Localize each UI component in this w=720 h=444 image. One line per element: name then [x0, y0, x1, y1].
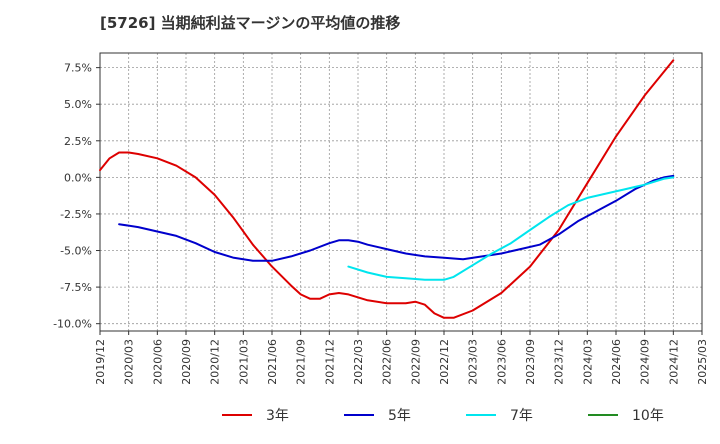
x-tick-label: 2022/12: [438, 339, 451, 385]
y-tick-label: 5.0%: [64, 98, 92, 111]
y-tick-label: -7.5%: [60, 281, 92, 294]
x-tick-label: 2024/12: [667, 339, 680, 385]
x-tick-label: 2022/09: [409, 339, 422, 385]
y-tick-label: -2.5%: [60, 208, 92, 221]
x-tick-label: 2024/06: [610, 339, 623, 385]
x-tick-label: 2023/09: [524, 339, 537, 385]
x-tick-label: 2019/12: [94, 339, 107, 385]
chart-title: [5726] 当期純利益マージンの平均値の推移: [100, 14, 401, 32]
y-tick-label: 0.0%: [64, 171, 92, 184]
x-tick-label: 2020/12: [209, 339, 222, 385]
x-tick-label: 2020/09: [180, 339, 193, 385]
x-tick-label: 2022/03: [352, 339, 365, 385]
legend-label-3: 7年: [510, 408, 533, 424]
series-line-2: [118, 174, 675, 262]
series-line-1: [99, 59, 675, 319]
plot-area: [100, 53, 702, 331]
x-tick-label: 2021/09: [295, 339, 308, 385]
x-tick-label: 2021/12: [323, 339, 336, 385]
x-tick-label: 2023/03: [467, 339, 480, 385]
y-tick-label: 7.5%: [64, 62, 92, 75]
legend-label-4: 10年: [632, 408, 664, 424]
plot-frame: [99, 52, 703, 332]
x-tick-label: 2021/03: [237, 339, 250, 385]
x-tick-label: 2024/09: [639, 339, 652, 385]
x-tick-label: 2022/06: [381, 339, 394, 385]
x-tick-label: 2024/03: [581, 339, 594, 385]
y-tick-label: -10.0%: [53, 318, 92, 331]
y-tick-label: 2.5%: [64, 135, 92, 148]
x-tick-label: 2025/03: [696, 339, 709, 385]
x-tick-label: 2020/06: [151, 339, 164, 385]
x-tick-label: 2023/06: [495, 339, 508, 385]
series-line-3: [347, 176, 675, 281]
x-tick-label: 2021/06: [266, 339, 279, 385]
legend-label-1: 3年: [266, 408, 289, 424]
legend-label-2: 5年: [388, 408, 411, 424]
x-tick-label: 2023/12: [553, 339, 566, 385]
y-tick-label: -5.0%: [60, 245, 92, 258]
x-tick-label: 2020/03: [123, 339, 136, 385]
